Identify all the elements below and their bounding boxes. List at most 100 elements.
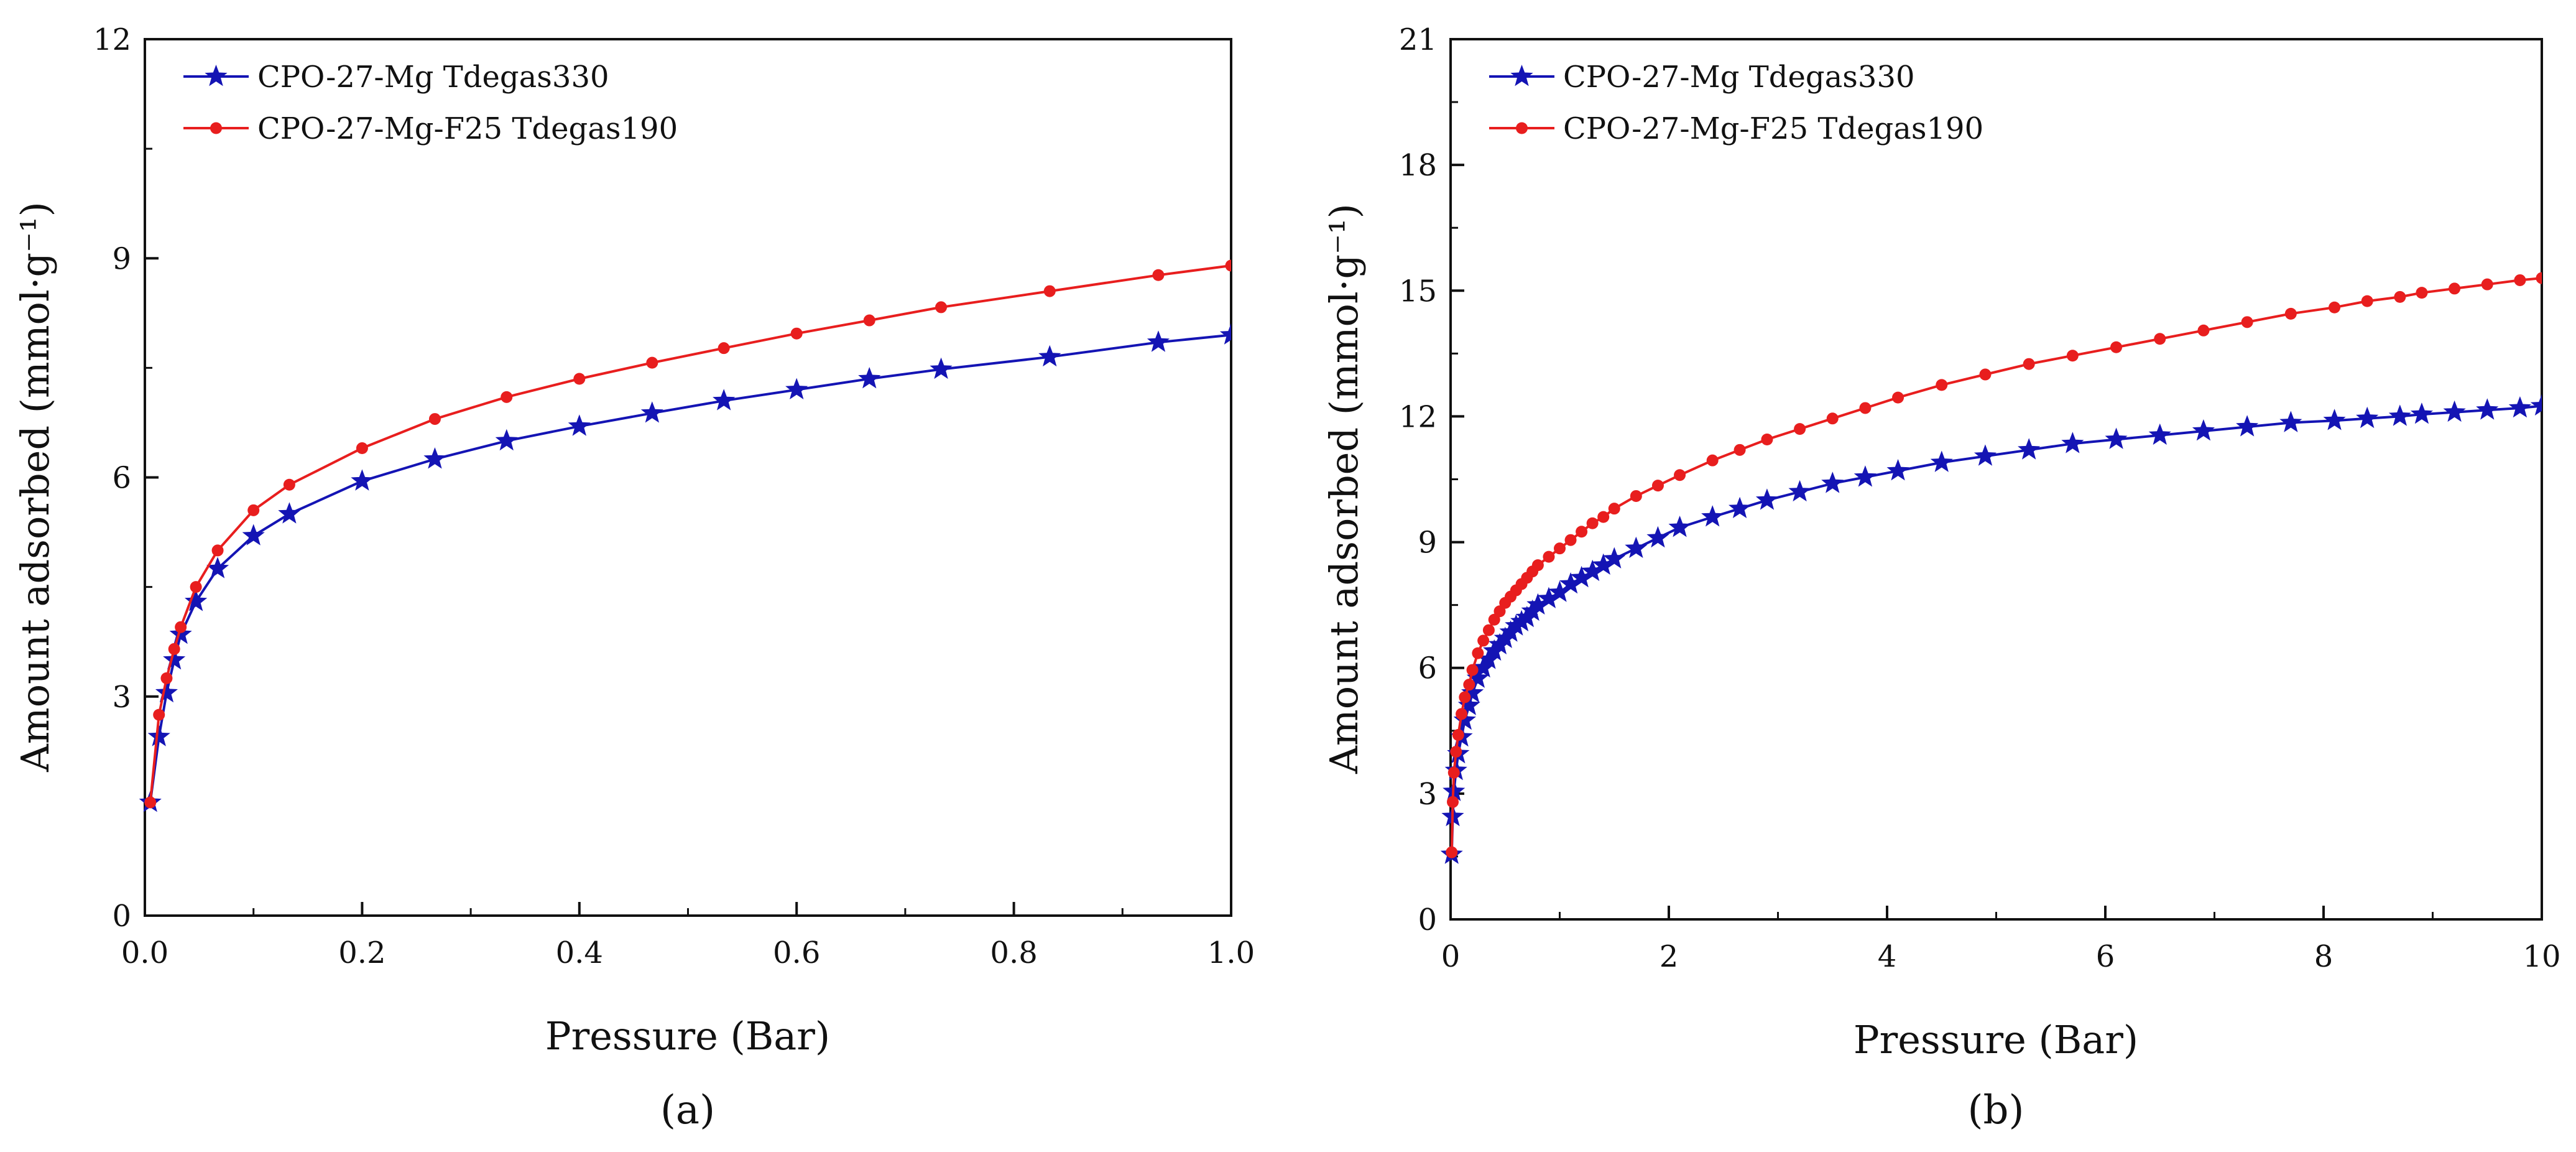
data-point: [2356, 406, 2379, 429]
data-point: [1482, 624, 1495, 636]
data-point: [790, 327, 803, 340]
x-tick-label: 6: [2096, 939, 2115, 974]
data-point: [169, 622, 192, 644]
data-point: [2066, 350, 2079, 362]
chart-panel-b: 0 2 4 6 8 10 0 3 6 9 12 15 18 21 Pressure (Bar) Amount …: [1321, 22, 2561, 1133]
y-tick-label: 21: [1399, 22, 1437, 57]
data-point: [2148, 423, 2171, 445]
data-point: [495, 429, 518, 451]
data-point: [1488, 613, 1500, 626]
data-point: [1447, 766, 1460, 779]
legend-star-marker: [1510, 65, 1533, 86]
data-point: [568, 414, 591, 436]
series-line: [1450, 277, 2542, 853]
legend: CPO-27-Mg Tdegas330 CPO-27-Mg-F25 Tdegas1…: [1489, 60, 1983, 146]
data-point: [1930, 450, 1953, 472]
data-point: [211, 544, 224, 557]
data-point: [1456, 708, 1468, 720]
data-point: [1554, 542, 1566, 555]
data-point: [1581, 559, 1604, 582]
y-tick-label: 9: [112, 241, 131, 276]
y-tick-label: 18: [1399, 148, 1437, 183]
data-point: [1701, 505, 1724, 527]
x-tick-label: 0.8: [990, 936, 1037, 970]
data-point: [1450, 745, 1462, 758]
x-tick-label: 10: [2523, 939, 2560, 974]
data-point: [283, 478, 295, 491]
data-point: [2481, 278, 2493, 290]
y-tick-label: 12: [93, 22, 131, 57]
x-tick-label: 0: [1441, 939, 1461, 974]
data-point: [1854, 465, 1877, 487]
panel-label: (b): [1968, 1087, 2024, 1133]
data-point: [1564, 534, 1577, 546]
data-point: [1570, 565, 1593, 588]
data-point: [1592, 553, 1615, 575]
data-point: [1761, 433, 1773, 445]
data-point: [2236, 415, 2259, 437]
data-point: [1531, 559, 1544, 572]
data-point: [242, 524, 265, 546]
data-point: [1526, 593, 1549, 615]
x-tick-label: 0.6: [773, 936, 820, 970]
data-point: [1625, 536, 1648, 558]
data-point: [2416, 287, 2428, 299]
data-point: [1646, 526, 1669, 548]
data-point: [144, 796, 157, 809]
data-point: [247, 504, 260, 516]
legend-star-marker: [205, 65, 228, 86]
x-tick-label: 0.0: [121, 936, 169, 970]
y-axis-title: Amount adsorbed (mmol·g⁻¹): [12, 202, 58, 773]
data-point: [1505, 614, 1528, 636]
data-point: [1043, 285, 1056, 297]
data-point: [206, 557, 229, 578]
data-point: [2323, 409, 2346, 430]
data-point: [1453, 708, 1476, 730]
x-tick-label: 2: [1660, 939, 1679, 974]
data-point: [1147, 330, 1170, 352]
data-point: [1559, 572, 1582, 594]
series-line: [149, 264, 1231, 803]
data-point: [175, 621, 187, 633]
data-point: [2530, 394, 2542, 416]
data-point: [2361, 295, 2373, 307]
y-tick-label: 0: [112, 899, 131, 934]
data-point: [155, 681, 178, 703]
data-point: [2197, 324, 2210, 337]
data-point: [2105, 427, 2128, 449]
data-point: [501, 391, 513, 403]
data-point: [2329, 301, 2341, 314]
series-cpo-27-mg-tdegas330: [1440, 394, 2542, 864]
data-point: [1537, 587, 1560, 608]
x-axis-title: Pressure (Bar): [545, 1013, 830, 1059]
x-tick-label: 0.2: [338, 936, 385, 970]
data-point: [2241, 316, 2253, 328]
series-cpo-27-mg-f25-tdegas190: [144, 259, 1231, 809]
data-point: [2279, 411, 2302, 432]
data-point: [2388, 404, 2411, 426]
data-point: [863, 314, 875, 327]
data-point: [1219, 323, 1231, 345]
data-point: [428, 413, 441, 425]
data-point: [1733, 444, 1746, 456]
data-point: [1892, 391, 1904, 404]
data-point: [278, 502, 301, 524]
data-point: [1603, 547, 1626, 569]
data-point: [2508, 396, 2531, 418]
y-axis-title: Amount adsorbed (mmol·g⁻¹): [1321, 203, 1367, 774]
y-tick-label: 6: [112, 461, 131, 496]
y-tick-label: 6: [1418, 651, 1437, 686]
data-point: [160, 672, 173, 684]
data-point: [2449, 282, 2461, 295]
y-tick-label: 9: [1418, 526, 1437, 560]
data-point: [2110, 341, 2123, 353]
data-point: [713, 389, 736, 411]
y-tick-label: 15: [1399, 274, 1437, 309]
data-point: [185, 590, 208, 611]
data-point: [1674, 469, 1686, 481]
legend-label: CPO-27-Mg Tdegas330: [257, 60, 609, 95]
series-cpo-27-mg-f25-tdegas190: [1446, 272, 2542, 858]
data-point: [1457, 694, 1480, 715]
data-point: [351, 469, 374, 491]
data-point: [1548, 580, 1571, 602]
